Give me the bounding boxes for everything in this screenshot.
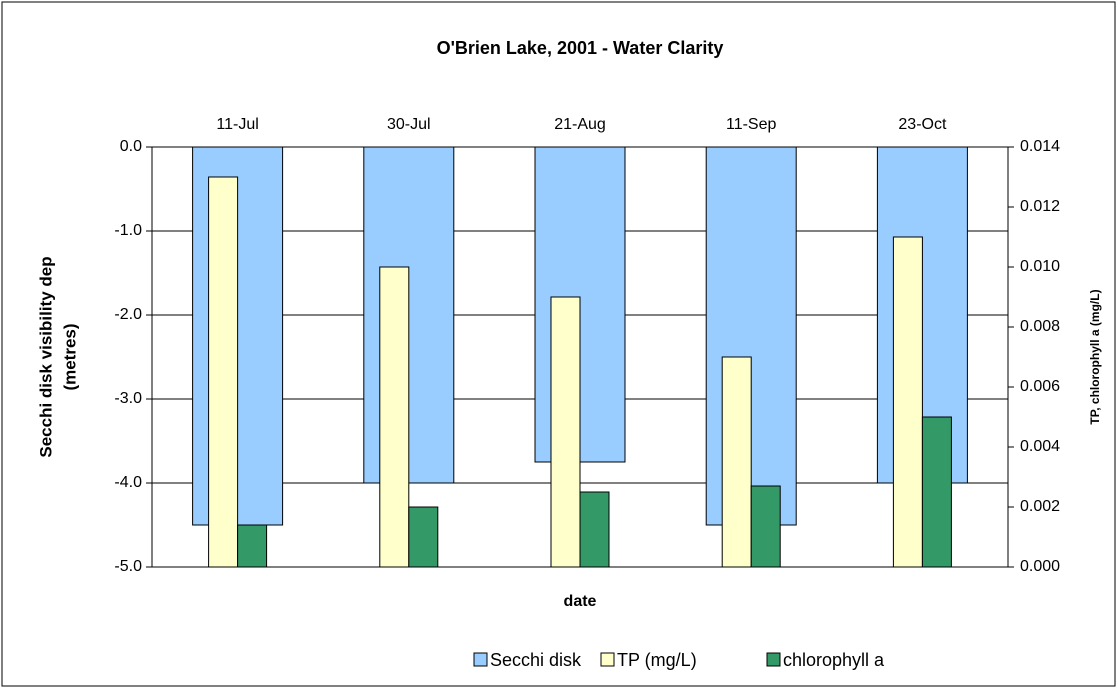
y2-tick-label: 0.000 [1020,558,1060,575]
chart-title: O'Brien Lake, 2001 - Water Clarity [437,38,724,58]
bar [579,491,610,568]
bar [379,266,410,568]
y2-tick-label: 0.012 [1020,198,1060,215]
legend-swatch [766,652,781,667]
bar [408,506,439,568]
legend-swatch [600,652,615,667]
y2-tick-label: 0.002 [1020,498,1060,515]
y2-tick-label: 0.004 [1020,438,1060,455]
y-axis-label: Secchi disk visibility dep [36,256,55,457]
x-tick-label: 30-Jul [387,116,431,133]
y-axis-label: (metres) [60,323,79,390]
y-tick-label: -5.0 [114,558,142,575]
bar [208,176,239,568]
y2-axis-label: TP, chlorophyll a (mg/L) [1088,289,1102,424]
y-tick-label: -3.0 [114,390,142,407]
y-tick-label: -1.0 [114,222,142,239]
legend-swatch [473,652,488,667]
y2-tick-label: 0.014 [1020,138,1060,155]
x-tick-label: 21-Aug [554,116,606,133]
bar [750,485,781,568]
y2-tick-label: 0.010 [1020,258,1060,275]
bar [237,524,268,568]
y-tick-label: 0.0 [120,138,142,155]
x-tick-label: 23-Oct [898,116,947,133]
x-tick-label: 11-Sep [726,116,777,133]
y2-tick-label: 0.008 [1020,318,1060,335]
legend-label: TP (mg/L) [617,650,697,670]
legend-label: chlorophyll a [783,650,885,670]
y-tick-label: -2.0 [114,306,142,323]
bar [721,356,752,568]
bar [892,236,923,568]
bar [550,296,581,568]
legend-label: Secchi disk [490,650,582,670]
y-tick-label: -4.0 [114,474,142,491]
bar [921,416,952,568]
y2-tick-label: 0.006 [1020,378,1060,395]
x-tick-label: 11-Jul [216,116,258,133]
x-axis-label: date [564,593,597,610]
